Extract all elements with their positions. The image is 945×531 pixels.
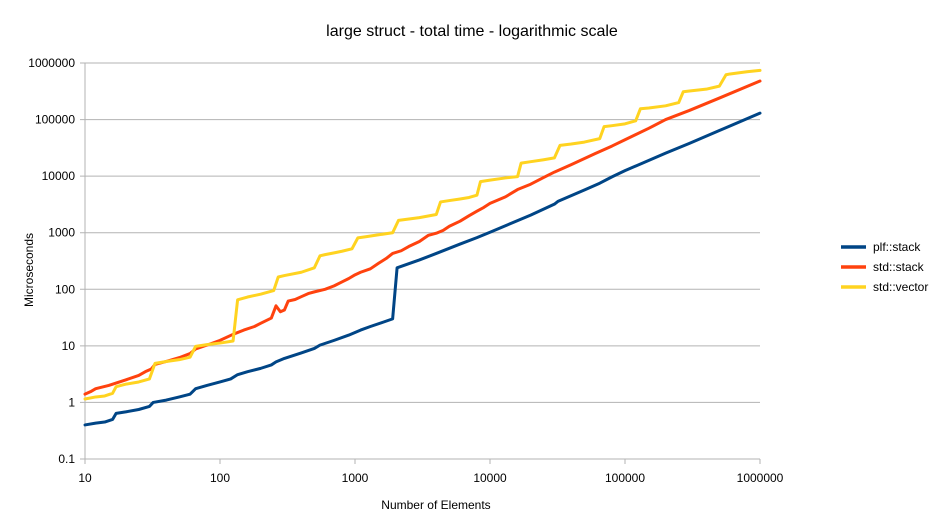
y-tick-label: 10: [62, 339, 76, 353]
chart-title: large struct - total time - logarithmic …: [326, 23, 618, 40]
series-group: [83, 68, 762, 427]
y-tick-label: 1000000: [28, 56, 75, 70]
legend-label: plf::stack: [873, 240, 921, 254]
x-tick-label: 10000: [473, 471, 507, 485]
y-axis-title: Microseconds: [22, 233, 36, 307]
y-tick-label: 0.1: [58, 452, 75, 466]
x-tick-label: 1000: [342, 471, 369, 485]
legend-label: std::vector: [873, 280, 928, 294]
series-line-plf-stack: [83, 111, 762, 427]
y-ticks: 0.1 1 10 100 1000 10000 100000 1000000: [28, 56, 75, 466]
x-tick-label: 100: [210, 471, 230, 485]
x-tick-label: 100000: [605, 471, 645, 485]
y-tick-label: 100: [55, 282, 75, 296]
x-axis-title: Number of Elements: [381, 498, 490, 512]
y-tick-label: 1000: [48, 226, 75, 240]
y-tick-label: 10000: [42, 169, 76, 183]
y-tick-label: 100000: [35, 113, 75, 127]
x-tick-label: 1000000: [737, 471, 784, 485]
x-ticks: 10 100 1000 10000 100000 1000000: [78, 459, 784, 485]
series-line-std-vector: [83, 68, 762, 401]
series-line-std-stack: [83, 79, 762, 396]
x-tick-label: 10: [78, 471, 92, 485]
y-grid: [80, 62, 760, 460]
legend-label: std::stack: [873, 260, 925, 274]
y-tick-label: 1: [68, 395, 75, 409]
